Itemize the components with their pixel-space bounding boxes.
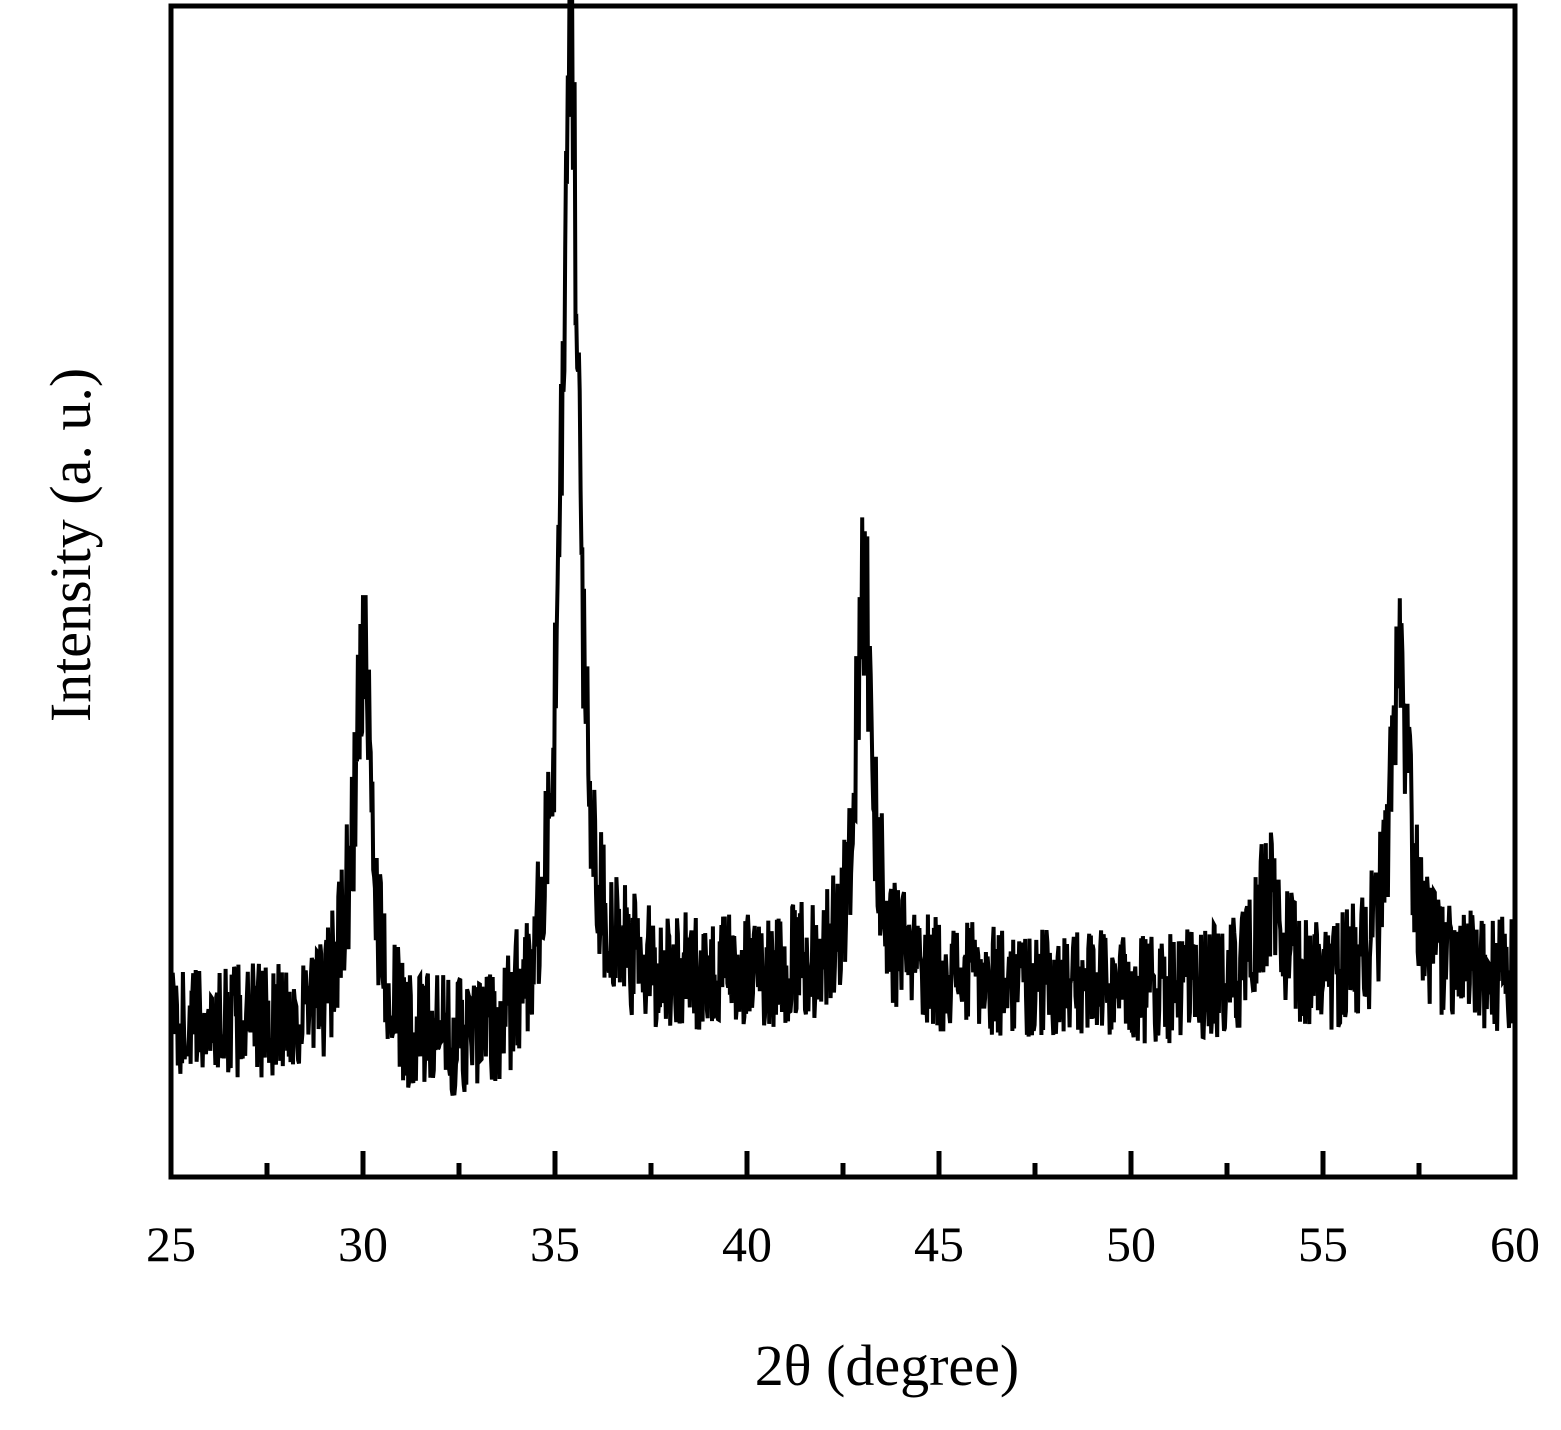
x-axis-title: 2θ (degree) [755, 1333, 1019, 1398]
x-tick-label: 35 [530, 1216, 580, 1272]
x-tick-label: 55 [1298, 1216, 1348, 1272]
x-tick-label: 50 [1106, 1216, 1156, 1272]
x-axis-ticks [168, 1151, 1518, 1177]
x-tick-label: 60 [1490, 1216, 1540, 1272]
x-tick-label: 30 [338, 1216, 388, 1272]
x-tick-label: 40 [722, 1216, 772, 1272]
y-axis-title: Intensity (a. u.) [38, 368, 103, 722]
plot-area [169, 0, 1517, 1096]
x-tick-label: 25 [146, 1216, 196, 1272]
plot-frame [168, 3, 1518, 1180]
diffraction-pattern-line [169, 0, 1517, 1096]
x-tick-label: 45 [914, 1216, 964, 1272]
x-axis-tick-labels: 25 30 35 40 45 50 55 60 [146, 1216, 1540, 1272]
